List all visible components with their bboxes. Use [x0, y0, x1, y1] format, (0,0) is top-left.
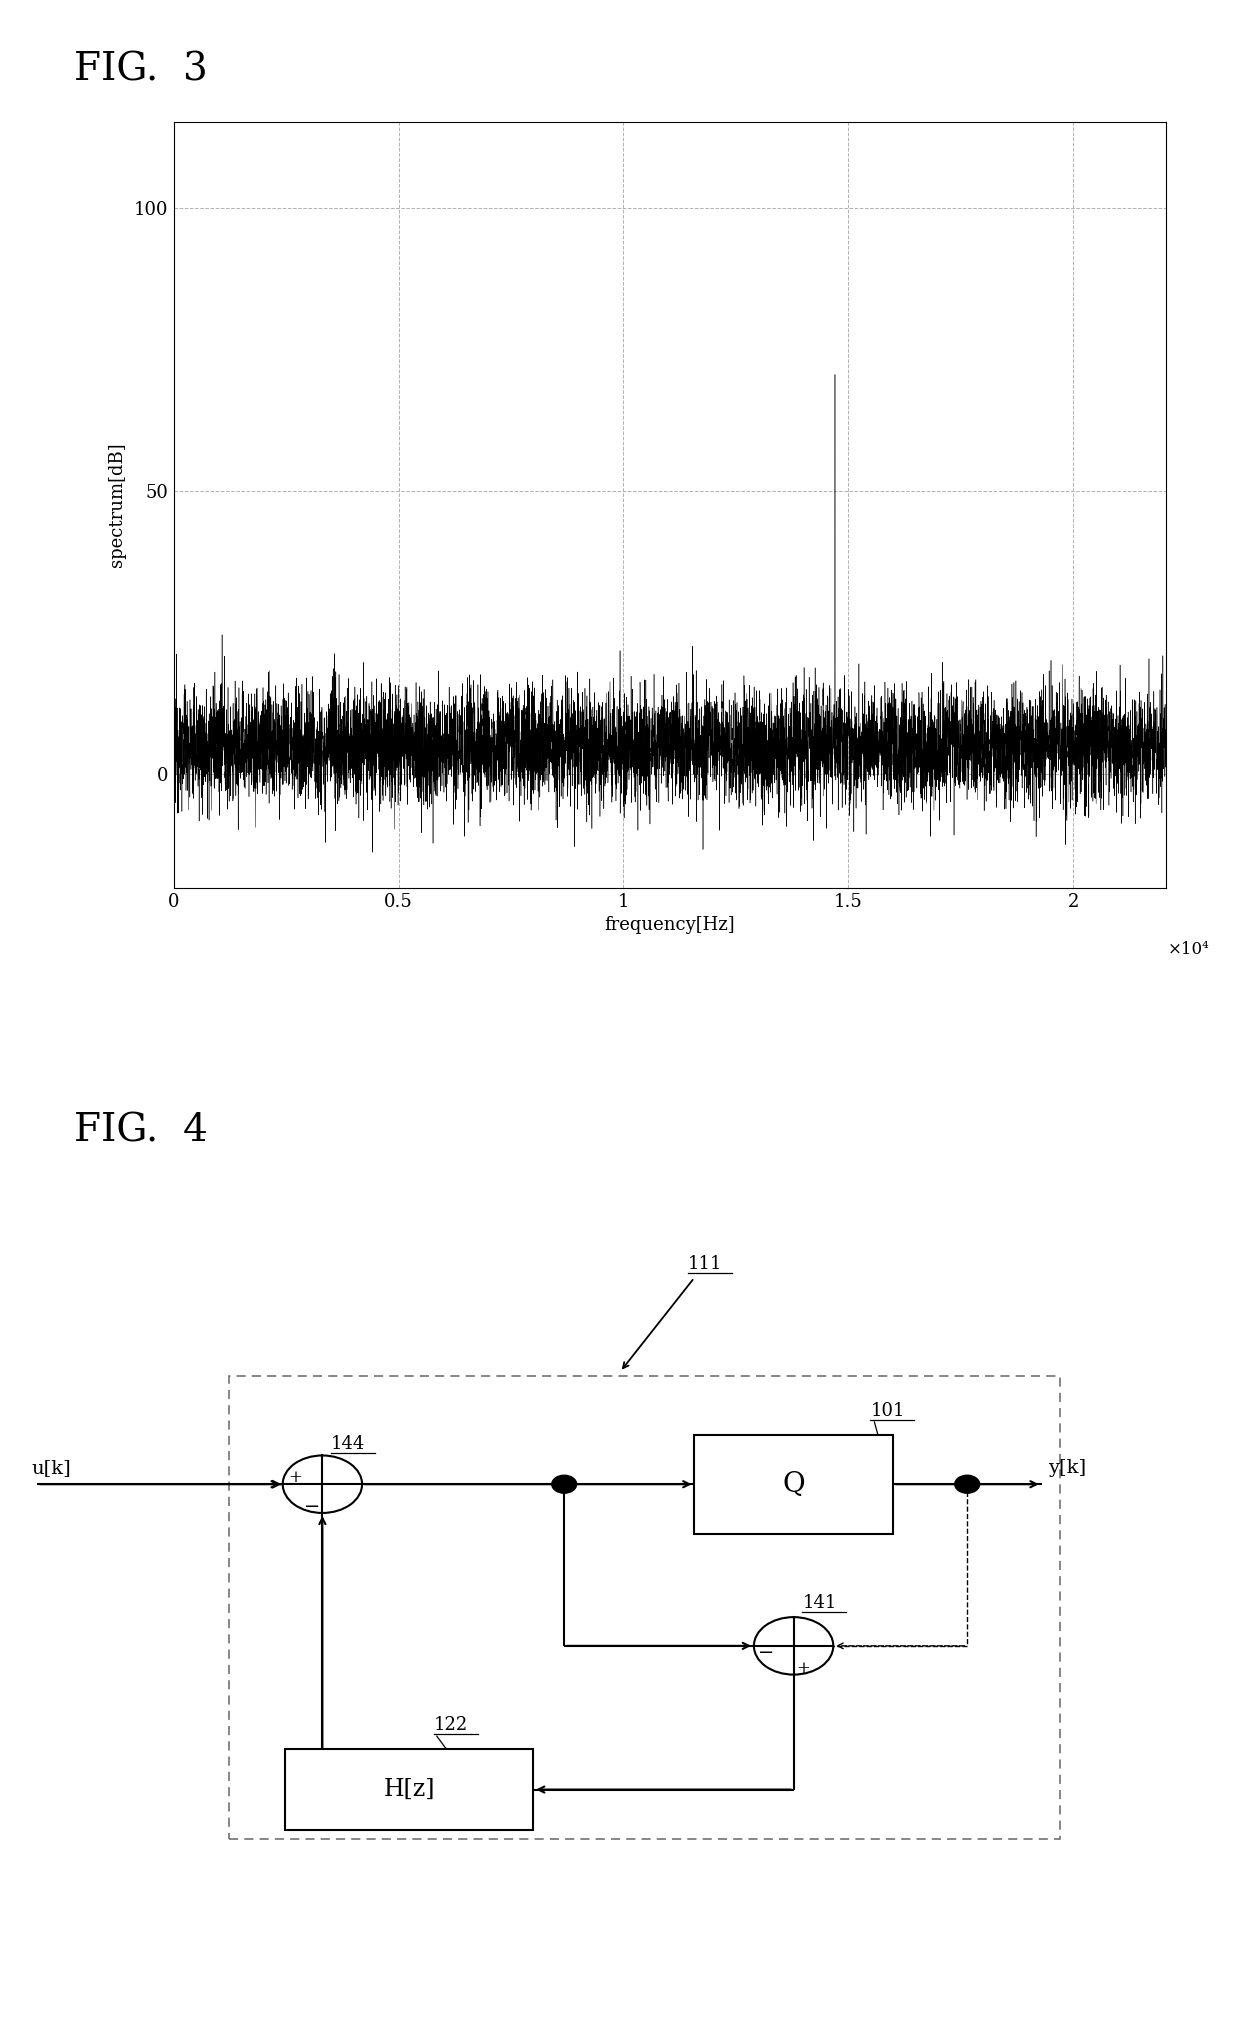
Text: H[z]: H[z]	[383, 1778, 435, 1800]
Text: 122: 122	[434, 1716, 469, 1735]
Text: FIG.  3: FIG. 3	[74, 51, 208, 88]
Text: 111: 111	[688, 1255, 723, 1274]
Text: +: +	[796, 1659, 811, 1678]
Circle shape	[955, 1476, 980, 1494]
Bar	[694, 1435, 893, 1533]
Text: 141: 141	[802, 1594, 837, 1612]
Text: u[k]: u[k]	[31, 1459, 71, 1478]
Y-axis label: spectrum[dB]: spectrum[dB]	[108, 443, 126, 567]
Text: y[k]: y[k]	[1048, 1459, 1086, 1478]
Bar	[285, 1749, 533, 1831]
X-axis label: frequency[Hz]: frequency[Hz]	[604, 916, 735, 935]
Circle shape	[552, 1476, 577, 1494]
Text: FIG.  4: FIG. 4	[74, 1112, 208, 1149]
Text: 101: 101	[870, 1402, 905, 1421]
Text: −: −	[758, 1645, 775, 1661]
Text: ×10⁴: ×10⁴	[1168, 941, 1209, 959]
Text: +: +	[288, 1470, 303, 1486]
Text: −: −	[304, 1498, 321, 1516]
Text: 144: 144	[331, 1435, 366, 1453]
Bar	[229, 1376, 1060, 1839]
Text: Q: Q	[782, 1472, 805, 1498]
